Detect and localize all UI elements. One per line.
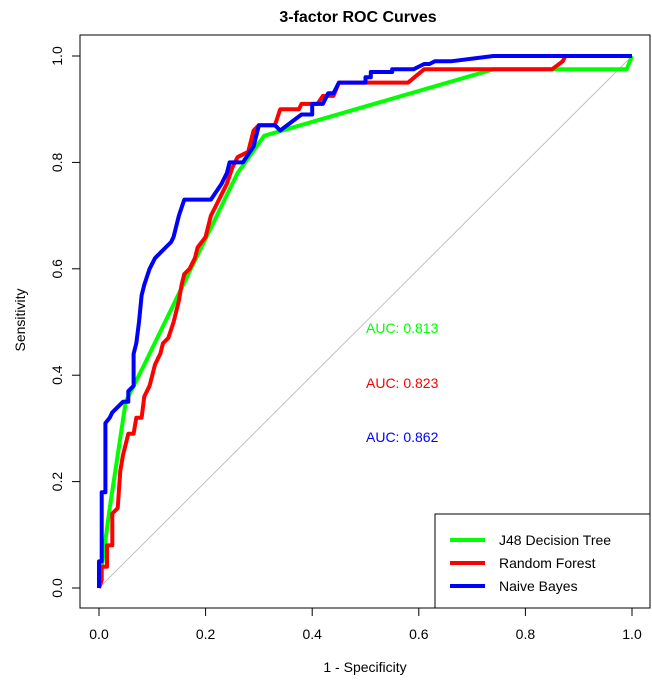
auc-label: AUC: 0.813: [366, 320, 439, 336]
x-tick-label: 0.8: [516, 626, 536, 642]
auc-labels: AUC: 0.813 AUC: 0.823 AUC: 0.862: [366, 320, 439, 445]
legend-label: Naive Bayes: [499, 578, 578, 594]
x-tick-label: 0.0: [89, 626, 109, 642]
x-tick-label: 0.4: [302, 626, 322, 642]
x-tick-label: 0.2: [196, 626, 216, 642]
roc-line-random-forest: [97, 55, 568, 589]
roc-line-naive-bayes: [97, 54, 632, 588]
x-axis: 0.0 0.2 0.4 0.6 0.8 1.0: [89, 607, 642, 642]
y-tick-label: 0.0: [49, 578, 65, 598]
y-axis-label: Sensitivity: [12, 288, 28, 351]
auc-label: AUC: 0.823: [366, 375, 439, 391]
y-tick-label: 0.6: [49, 259, 65, 279]
chart-title: 3-factor ROC Curves: [279, 9, 436, 26]
y-tick-label: 0.4: [49, 365, 65, 385]
auc-label: AUC: 0.862: [366, 429, 439, 445]
y-axis: 0.0 0.2 0.4 0.6 0.8 1.0: [49, 46, 81, 598]
legend-label: J48 Decision Tree: [499, 532, 611, 548]
x-tick-label: 0.6: [409, 626, 429, 642]
y-tick-label: 0.8: [49, 152, 65, 172]
x-tick-label: 1.0: [622, 626, 642, 642]
series-layer: [97, 54, 634, 589]
roc-line-j48-decision-tree: [97, 55, 634, 589]
legend: J48 Decision Tree Random Forest Naive Baye…: [434, 513, 651, 609]
legend-label: Random Forest: [499, 555, 596, 571]
x-axis-label: 1 - Specificity: [323, 659, 406, 675]
y-tick-label: 0.2: [49, 472, 65, 492]
y-tick-label: 1.0: [49, 46, 65, 66]
diagonal-reference-line: [98, 55, 633, 589]
